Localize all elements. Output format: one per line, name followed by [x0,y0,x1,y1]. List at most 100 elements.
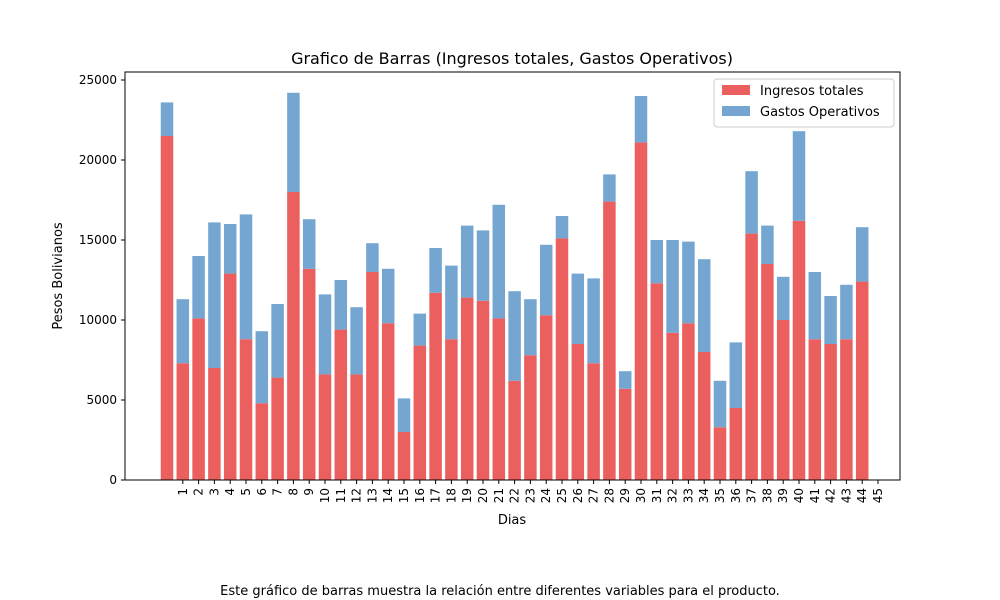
bar-ingresos-11 [318,374,332,480]
bar-gastos-17 [413,313,427,346]
bar-gastos-31 [634,96,648,143]
x-tick-label: 5 [239,488,253,496]
y-axis: 0 5000 10000 15000 20000 25000 [79,73,125,487]
bar-gastos-25 [539,244,553,316]
x-tick-label: 20 [476,488,490,503]
bar-gastos-24 [524,299,537,356]
bar-ingresos-8 [271,377,284,480]
x-tick-label: 9 [302,488,316,496]
y-axis-label: Pesos Bolivianos [51,222,66,330]
x-tick-label: 36 [729,488,743,503]
bar-ingresos-23 [508,380,521,480]
bar-ingresos-15 [381,323,395,480]
x-tick-label: 29 [618,488,632,503]
bar-gastos-18 [429,248,442,293]
bar-gastos-38 [745,171,758,234]
bar-ingresos-40 [776,320,790,480]
chart-caption: Este gráfico de barras muestra la relaci… [220,584,780,599]
bar-ingresos-2 [176,363,190,480]
bar-gastos-45 [855,227,869,282]
bar-gastos-41 [792,131,806,221]
bar-gastos-13 [350,307,363,375]
bar-ingresos-3 [192,318,205,480]
y-tick-label: 20000 [79,153,117,167]
bar-gastos-14 [366,243,379,272]
bar-ingresos-21 [476,300,490,480]
x-tick-label: 28 [602,488,616,503]
legend-swatch-gastos [722,106,750,116]
bar-ingresos-37 [729,408,743,480]
bar-gastos-27 [571,273,585,344]
bar-gastos-30 [618,371,632,389]
bar-gastos-22 [492,204,506,319]
legend-swatch-ingresos [722,85,750,95]
x-tick-label: 23 [523,488,537,503]
bar-ingresos-9 [287,192,300,480]
bar-ingresos-20 [460,297,474,480]
bar-gastos-4 [208,222,221,368]
bar-gastos-8 [271,304,284,378]
bar-ingresos-34 [682,323,695,480]
bar-ingresos-44 [840,339,853,480]
x-tick-label: 16 [413,488,427,503]
bar-ingresos-41 [792,220,806,481]
bar-gastos-20 [460,225,474,298]
x-tick-label: 38 [760,488,774,503]
x-tick-label: 6 [255,488,269,496]
bar-ingresos-27 [571,344,585,480]
bar-gastos-5 [223,224,237,274]
x-tick-label: 18 [444,488,458,503]
x-tick-label: 14 [381,488,395,503]
bar-ingresos-4 [208,368,221,480]
bar-gastos-35 [697,259,711,352]
bar-ingresos-22 [492,318,506,480]
bar-gastos-29 [603,174,616,202]
bar-gastos-1 [160,102,174,136]
x-tick-label: 30 [634,488,648,503]
x-tick-label: 44 [855,488,869,503]
x-tick-label: 35 [713,488,727,503]
bar-ingresos-29 [603,201,616,480]
x-tick-label: 10 [318,488,332,503]
legend: Ingresos totales Gastos Operativos [713,78,895,128]
bar-gastos-28 [587,278,600,364]
bar-gastos-15 [381,268,395,324]
bar-gastos-39 [761,225,774,264]
legend-label-gastos: Gastos Operativos [760,105,880,120]
bar-gastos-34 [682,241,695,324]
bar-gastos-42 [808,272,822,340]
bar-gastos-32 [650,240,664,284]
bar-ingresos-43 [824,344,837,480]
bar-ingresos-7 [255,403,269,480]
bar-gastos-40 [776,276,790,320]
bar-ingresos-33 [666,332,679,480]
x-tick-label: 7 [271,488,285,496]
bar-ingresos-5 [223,273,237,480]
bar-ingresos-19 [445,339,458,480]
x-tick-label: 40 [792,488,806,503]
bar-ingresos-12 [334,329,348,480]
x-tick-label: 37 [745,488,759,503]
x-tick-label: 27 [587,488,601,503]
bar-ingresos-17 [413,345,427,480]
bars-group [160,92,869,481]
x-tick-label: 2 [192,488,206,496]
bar-gastos-37 [729,342,743,408]
x-tick-label: 17 [429,488,443,503]
bar-gastos-43 [824,296,837,344]
x-axis: 1 2 3 4 5 6 7 8 9 10 11 12 13 14 15 16 17 18 19 20 21 22 23 24 2… [176,480,885,503]
x-tick-label: 31 [650,488,664,503]
bar-ingresos-6 [239,339,253,480]
x-tick-label: 25 [555,488,569,503]
bar-ingresos-28 [587,363,600,480]
x-tick-label: 22 [508,488,522,503]
bar-ingresos-32 [650,283,664,480]
y-tick-label: 5000 [86,393,117,407]
legend-label-ingresos: Ingresos totales [760,84,864,99]
x-tick-label: 32 [666,488,680,503]
plot-frame [124,71,901,481]
bar-ingresos-26 [555,238,569,480]
bar-gastos-6 [239,214,253,340]
y-tick-label: 0 [109,473,117,487]
bar-gastos-9 [287,92,300,192]
